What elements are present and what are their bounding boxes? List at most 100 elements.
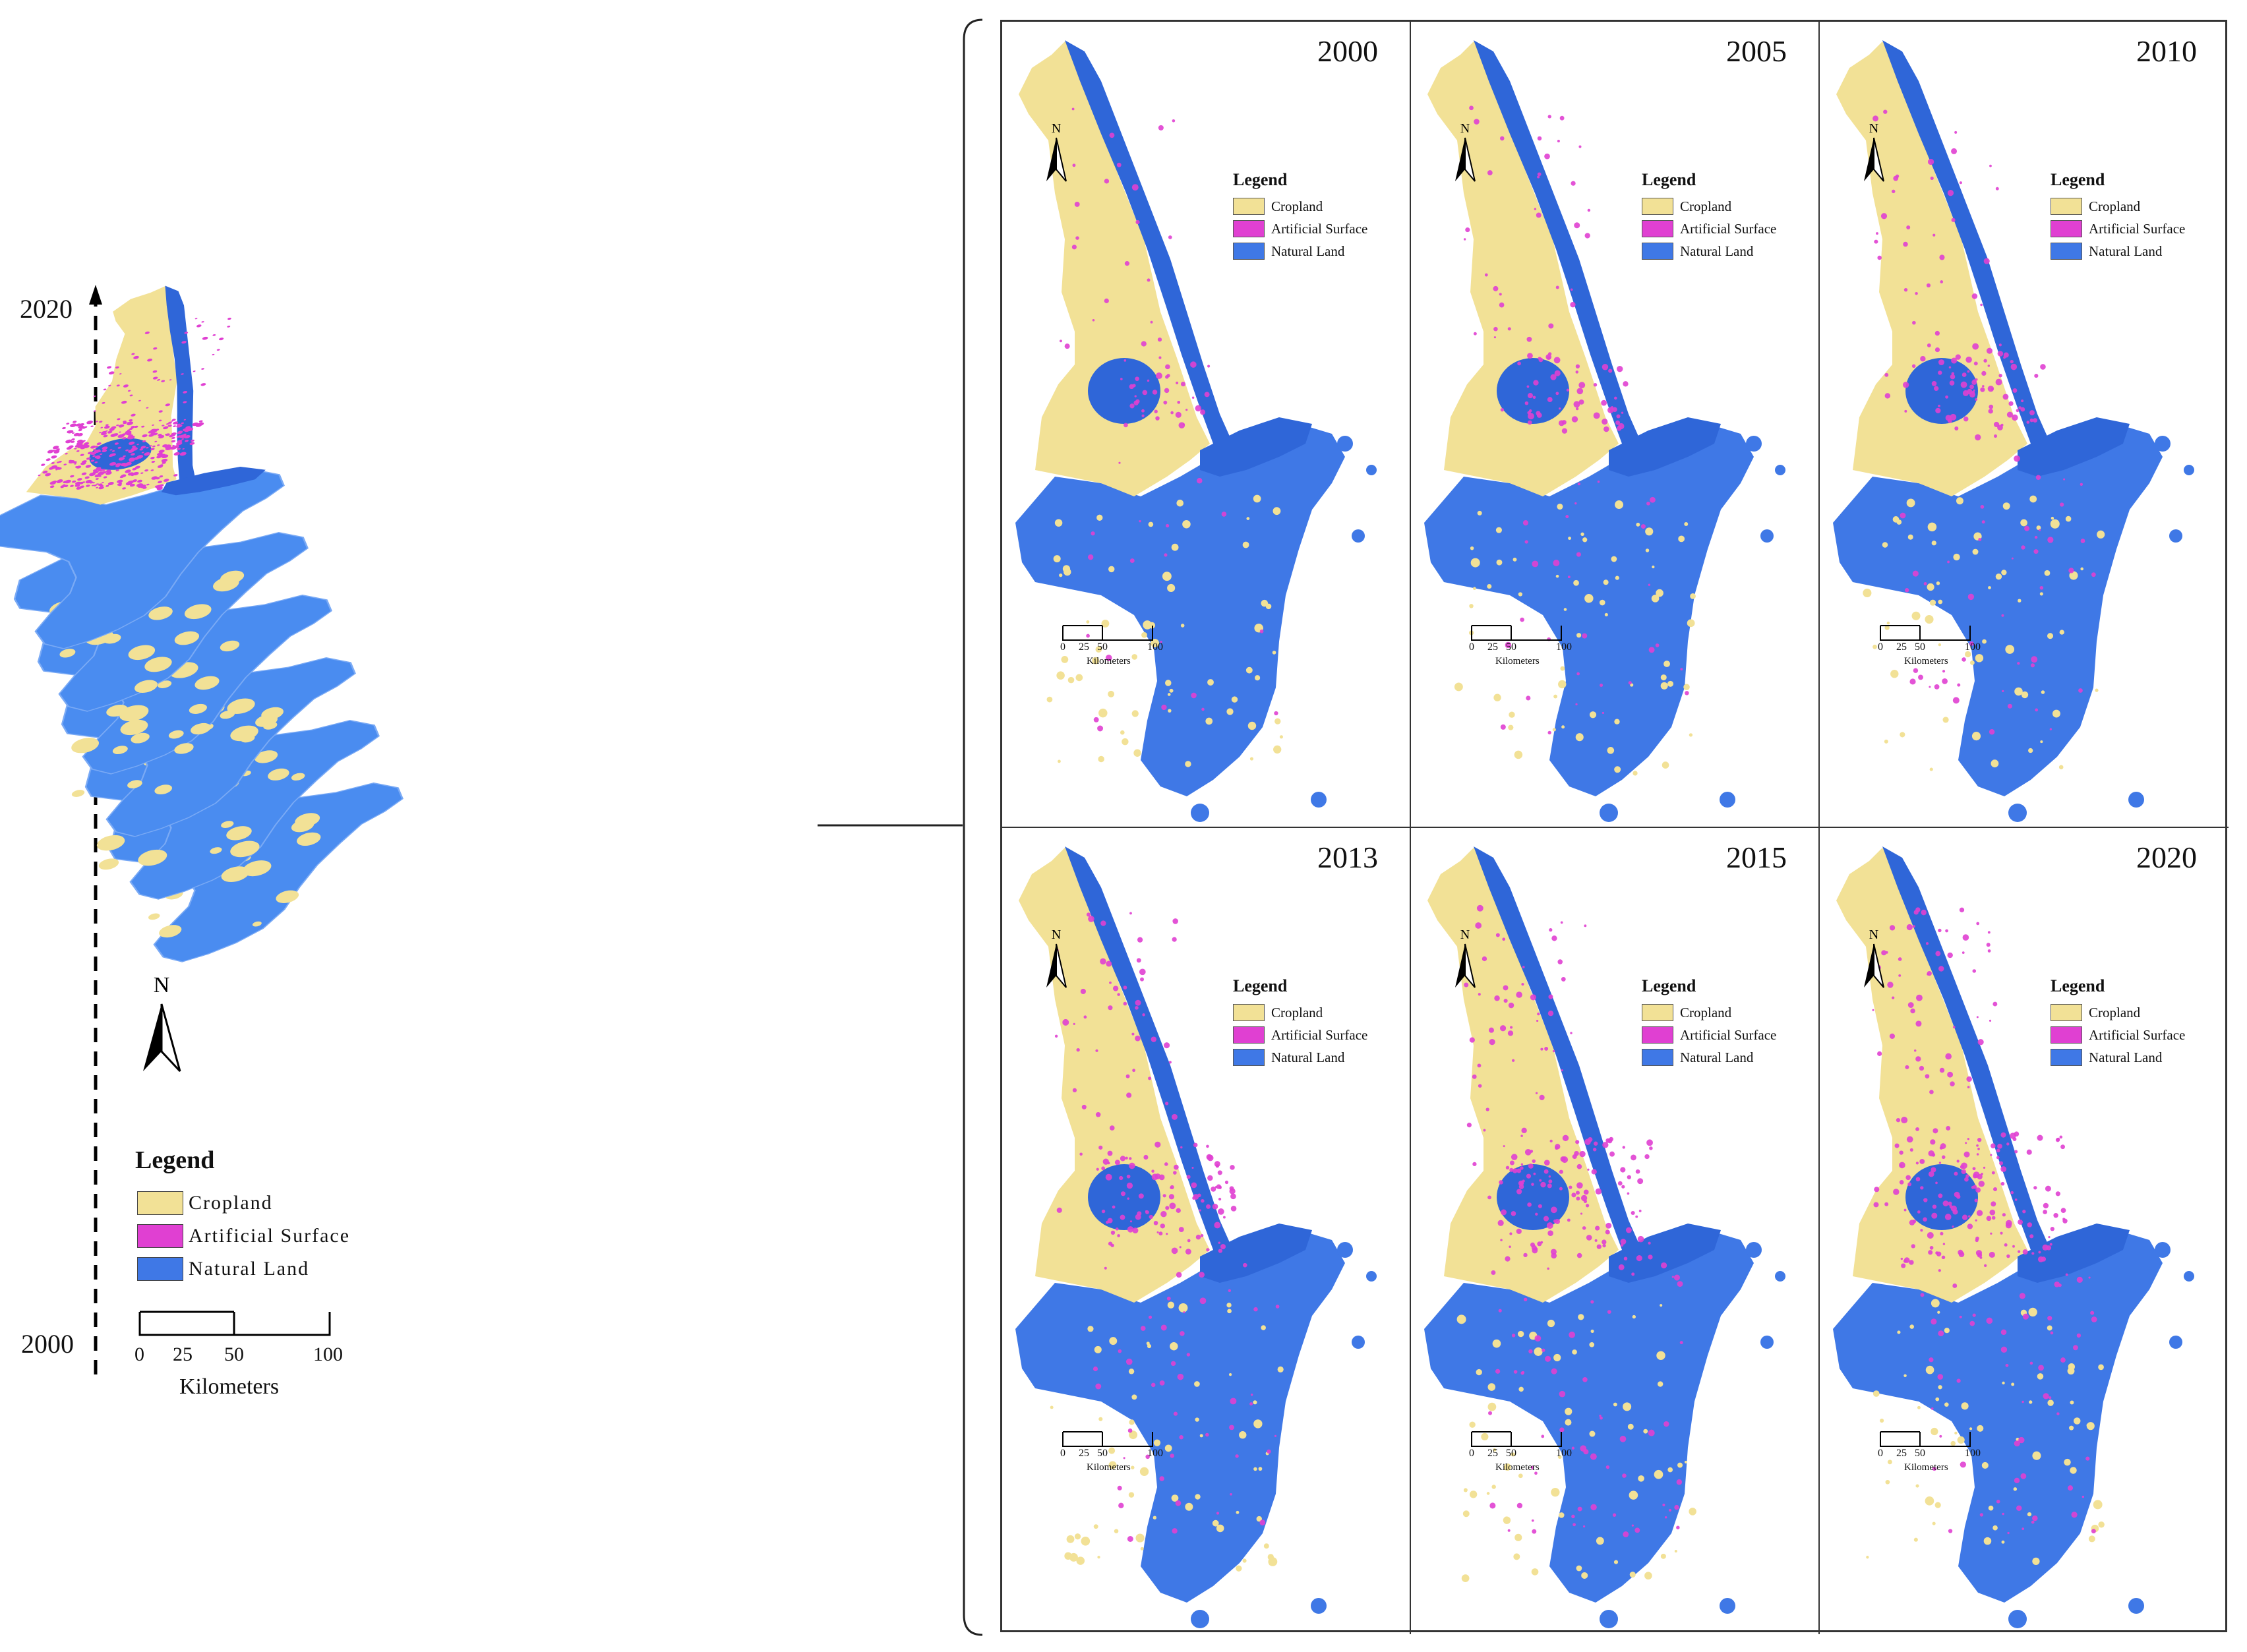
island (1600, 804, 1618, 822)
artificial-surface-patch (2012, 1137, 2017, 1142)
cropland-patch (1931, 1427, 1938, 1436)
artificial-surface-patch (1951, 218, 1956, 222)
artificial-surface-patch (1201, 1198, 1205, 1203)
artificial-surface-patch (1154, 409, 1158, 413)
artificial-surface-patch (1196, 477, 1203, 484)
artificial-surface-patch (1575, 1191, 1580, 1195)
artificial-surface-patch (1964, 1177, 1969, 1182)
artificial-surface-patch (1175, 1500, 1182, 1506)
stack-artificial-patch (75, 465, 78, 468)
cropland-patch (1514, 750, 1523, 759)
cropland-patch (1481, 1432, 1489, 1440)
artificial-surface-patch (1623, 381, 1629, 387)
artificial-surface-patch (1487, 1195, 1491, 1200)
cropland-patch (1611, 556, 1617, 562)
artificial-surface-patch (1946, 1126, 1951, 1131)
artificial-surface-patch (1511, 1211, 1516, 1216)
artificial-surface-patch (1544, 153, 1550, 160)
artificial-surface-patch (1616, 414, 1621, 419)
panel-legend-item: Artificial Surface (1642, 218, 1807, 240)
cropland-patch (1263, 1543, 1269, 1549)
island (1746, 436, 1762, 452)
artificial-surface-patch (1526, 695, 1531, 701)
artificial-surface-patch (1952, 697, 1960, 704)
stack-artificial-patch (137, 485, 142, 488)
panel-scale-tick: 0 (1469, 641, 1474, 653)
artificial-surface-patch (1989, 729, 1995, 735)
artificial-surface-patch (1559, 1427, 1565, 1432)
artificial-surface-patch (1127, 1226, 1134, 1233)
artificial-surface-patch (1576, 672, 1580, 676)
stack-artificial-patch (82, 440, 86, 442)
artificial-surface-patch (1075, 236, 1079, 240)
artificial-surface-patch (1574, 222, 1580, 229)
artificial-surface-patch (1997, 351, 2004, 357)
artificial-surface-patch (1100, 958, 1106, 965)
stack-artificial-patch (142, 434, 148, 438)
artificial-surface-patch (1171, 1113, 1178, 1120)
artificial-surface-patch (1199, 1272, 1205, 1278)
artificial-surface-patch (1942, 678, 1948, 684)
cropland-patch (1256, 1516, 1262, 1522)
artificial-surface-patch (1905, 1065, 1909, 1069)
stack-artificial-patch (152, 445, 156, 448)
cropland-patch (1971, 732, 1981, 741)
stack-artificial-patch (183, 391, 188, 394)
stack-artificial-patch (94, 461, 98, 463)
cropland-patch (1151, 639, 1160, 647)
artificial-surface-patch (1489, 1502, 1496, 1509)
panel-legend-item: Artificial Surface (1642, 1024, 1807, 1046)
artificial-surface-patch (1934, 330, 1940, 336)
stack-artificial-patch (127, 436, 133, 440)
cropland-patch (1469, 1490, 1478, 1498)
artificial-surface-patch (2035, 475, 2041, 480)
artificial-surface-patch (1935, 1181, 1938, 1185)
artificial-surface-patch (2068, 568, 2074, 574)
cropland-patch (1493, 1448, 1497, 1452)
stack-cropland-patch (59, 649, 76, 658)
artificial-surface-patch (1948, 1201, 1952, 1206)
stack-artificial-patch (107, 482, 114, 486)
stack-artificial-patch (190, 439, 195, 442)
artificial-surface-patch (1527, 1202, 1532, 1207)
artificial-surface-patch (1927, 973, 1929, 976)
artificial-surface-patch (1972, 969, 1977, 973)
panel-legend-item: Cropland (1642, 195, 1807, 218)
cropland-patch (1135, 1533, 1145, 1543)
stack-artificial-patch (62, 427, 66, 430)
artificial-surface-patch (1967, 1086, 1970, 1088)
cropland-patch (1607, 747, 1615, 754)
artificial-surface-patch (1543, 1169, 1549, 1174)
stack-artificial-patch (165, 403, 170, 407)
artificial-surface-patch (2018, 1220, 2023, 1225)
artificial-surface-patch (1115, 1227, 1119, 1231)
artificial-surface-patch (1623, 1531, 1629, 1537)
panel-scale-bar (1880, 625, 1971, 641)
artificial-surface-patch (2078, 688, 2083, 693)
artificial-surface-patch (1249, 1402, 1253, 1406)
cropland-patch (1614, 719, 1620, 724)
cropland-patch (1254, 675, 1261, 681)
stack-artificial-patch (82, 460, 87, 463)
artificial-surface-patch (1929, 1246, 1934, 1250)
artificial-surface-patch (1108, 1005, 1113, 1011)
cropland-patch (2047, 633, 2054, 639)
left-scale-tick: 100 (313, 1343, 343, 1365)
artificial-surface-patch (1243, 1262, 1247, 1268)
stack-artificial-patch (161, 458, 168, 463)
stack-artificial-patch (78, 428, 82, 430)
artificial-surface-patch (1524, 401, 1529, 405)
artificial-surface-patch (1660, 1262, 1667, 1269)
cropland-patch (2037, 1373, 2044, 1380)
stack-artificial-patch (167, 421, 172, 424)
artificial-surface-patch (1516, 1189, 1522, 1195)
stack-artificial-patch (173, 445, 180, 448)
panel-scale-tick: 50 (1097, 1448, 1108, 1459)
artificial-surface-patch (1600, 684, 1603, 688)
artificial-surface-patch (2006, 1142, 2010, 1146)
artificial-surface-patch (1218, 1241, 1220, 1244)
artificial-surface-patch (1596, 1244, 1602, 1249)
artificial-surface-patch (1200, 409, 1206, 415)
artificial-surface-patch (1919, 1065, 1925, 1071)
artificial-surface-patch (1501, 1209, 1507, 1216)
